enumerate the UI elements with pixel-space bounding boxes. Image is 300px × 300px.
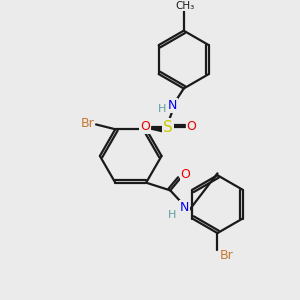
Text: Br: Br	[220, 249, 234, 262]
Text: O: O	[187, 120, 196, 133]
Text: H: H	[158, 104, 166, 114]
Text: N: N	[167, 99, 177, 112]
Text: Br: Br	[80, 117, 94, 130]
Text: H: H	[168, 210, 176, 220]
Text: O: O	[140, 120, 150, 133]
Text: N: N	[180, 201, 189, 214]
Text: O: O	[181, 169, 190, 182]
Text: CH₃: CH₃	[175, 1, 194, 10]
Text: S: S	[164, 120, 173, 135]
